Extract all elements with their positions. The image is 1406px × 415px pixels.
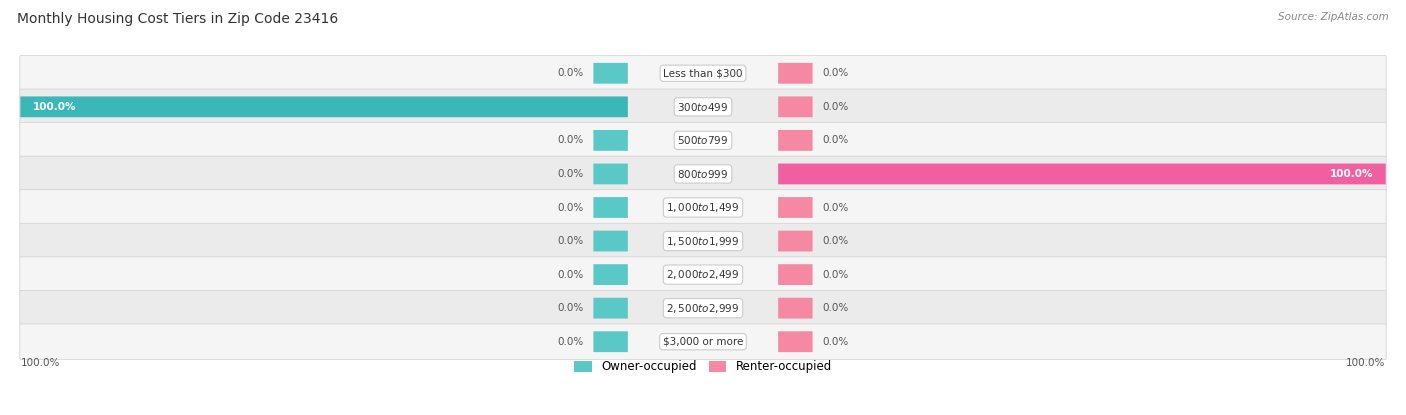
Text: 0.0%: 0.0%	[823, 203, 848, 212]
FancyBboxPatch shape	[593, 130, 628, 151]
Text: $1,000 to $1,499: $1,000 to $1,499	[666, 201, 740, 214]
Text: 100.0%: 100.0%	[32, 102, 76, 112]
FancyBboxPatch shape	[778, 63, 813, 84]
FancyBboxPatch shape	[20, 56, 1386, 91]
FancyBboxPatch shape	[778, 164, 1386, 184]
FancyBboxPatch shape	[778, 130, 813, 151]
Text: 0.0%: 0.0%	[558, 169, 583, 179]
Text: Source: ZipAtlas.com: Source: ZipAtlas.com	[1278, 12, 1389, 22]
Text: $800 to $999: $800 to $999	[678, 168, 728, 180]
FancyBboxPatch shape	[593, 164, 628, 184]
FancyBboxPatch shape	[593, 197, 628, 218]
FancyBboxPatch shape	[778, 264, 813, 285]
Text: $2,500 to $2,999: $2,500 to $2,999	[666, 302, 740, 315]
Text: 0.0%: 0.0%	[823, 236, 848, 246]
Text: 0.0%: 0.0%	[823, 68, 848, 78]
FancyBboxPatch shape	[593, 264, 628, 285]
Text: 0.0%: 0.0%	[558, 270, 583, 280]
Text: 0.0%: 0.0%	[558, 236, 583, 246]
Text: $500 to $799: $500 to $799	[678, 134, 728, 146]
Text: $3,000 or more: $3,000 or more	[662, 337, 744, 347]
FancyBboxPatch shape	[20, 257, 1386, 293]
Text: 0.0%: 0.0%	[823, 135, 848, 145]
FancyBboxPatch shape	[593, 331, 628, 352]
Text: Monthly Housing Cost Tiers in Zip Code 23416: Monthly Housing Cost Tiers in Zip Code 2…	[17, 12, 337, 27]
FancyBboxPatch shape	[593, 298, 628, 319]
Legend: Owner-occupied, Renter-occupied: Owner-occupied, Renter-occupied	[569, 356, 837, 378]
FancyBboxPatch shape	[20, 290, 1386, 326]
Text: 0.0%: 0.0%	[823, 337, 848, 347]
Text: 0.0%: 0.0%	[823, 270, 848, 280]
Text: 0.0%: 0.0%	[823, 102, 848, 112]
Text: 0.0%: 0.0%	[558, 68, 583, 78]
FancyBboxPatch shape	[593, 231, 628, 251]
Text: 0.0%: 0.0%	[823, 303, 848, 313]
FancyBboxPatch shape	[778, 96, 813, 117]
FancyBboxPatch shape	[20, 156, 1386, 192]
FancyBboxPatch shape	[778, 197, 813, 218]
Text: 0.0%: 0.0%	[558, 303, 583, 313]
FancyBboxPatch shape	[20, 190, 1386, 225]
Text: $2,000 to $2,499: $2,000 to $2,499	[666, 268, 740, 281]
Text: $1,500 to $1,999: $1,500 to $1,999	[666, 234, 740, 248]
Text: 0.0%: 0.0%	[558, 203, 583, 212]
Text: 100.0%: 100.0%	[1330, 169, 1374, 179]
FancyBboxPatch shape	[778, 331, 813, 352]
FancyBboxPatch shape	[20, 96, 628, 117]
FancyBboxPatch shape	[20, 324, 1386, 359]
Text: 100.0%: 100.0%	[1347, 357, 1386, 368]
Text: $300 to $499: $300 to $499	[678, 101, 728, 113]
FancyBboxPatch shape	[20, 89, 1386, 124]
FancyBboxPatch shape	[20, 122, 1386, 158]
FancyBboxPatch shape	[20, 223, 1386, 259]
FancyBboxPatch shape	[778, 298, 813, 319]
FancyBboxPatch shape	[593, 63, 628, 84]
FancyBboxPatch shape	[778, 231, 813, 251]
Text: 0.0%: 0.0%	[558, 337, 583, 347]
Text: 100.0%: 100.0%	[20, 357, 59, 368]
Text: 0.0%: 0.0%	[558, 135, 583, 145]
Text: Less than $300: Less than $300	[664, 68, 742, 78]
